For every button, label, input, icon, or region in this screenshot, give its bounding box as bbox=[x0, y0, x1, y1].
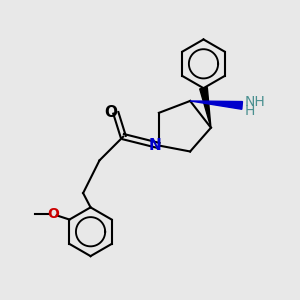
Text: N: N bbox=[149, 138, 161, 153]
Text: O: O bbox=[104, 105, 117, 120]
Text: H: H bbox=[244, 104, 255, 118]
Text: NH: NH bbox=[244, 95, 265, 109]
Polygon shape bbox=[190, 101, 242, 109]
Polygon shape bbox=[200, 88, 211, 128]
Text: O: O bbox=[47, 207, 59, 221]
